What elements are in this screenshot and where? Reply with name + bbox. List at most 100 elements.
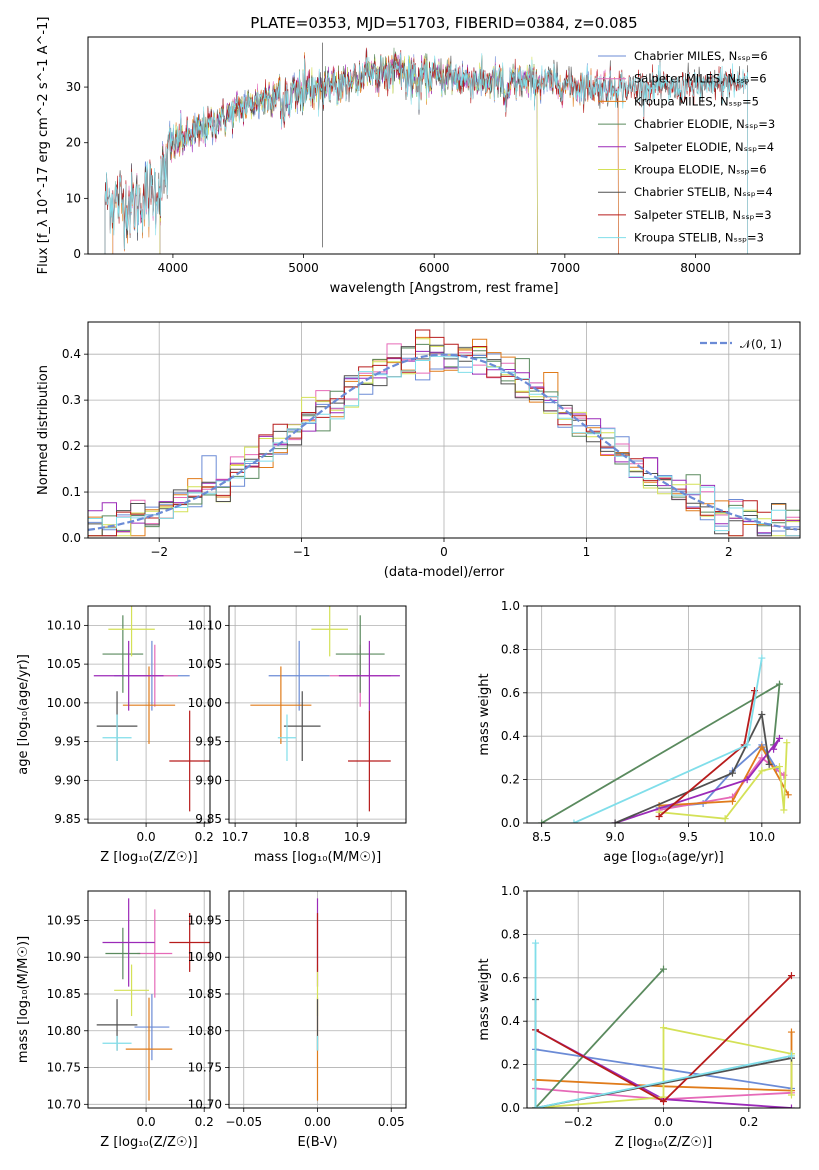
legend: Chabrier MILES, Nₛₛₚ=6 Salpeter MILES, Nₛ…: [598, 49, 775, 245]
mass-weight-marker: [765, 760, 773, 768]
error-bar-point: [348, 710, 391, 812]
y-axis-label: Flux [f_λ 10^-17 erg cm^-2 s^-1 A^-1]: [36, 17, 51, 275]
y-tick-label: 1.0: [501, 884, 520, 898]
x-tick-label: −1: [293, 545, 311, 559]
x-tick-label: −0.05: [225, 1115, 262, 1129]
x-axis-label: Z [log₁₀(Z/Z☉)]: [100, 850, 197, 865]
y-tick-label: 0.2: [501, 1058, 520, 1072]
x-axis-label: age [log₁₀(age/yr)]: [603, 850, 724, 865]
x-tick-label: 0.2: [195, 830, 214, 844]
axes-frame: [228, 605, 407, 824]
y-tick-label: 10.85: [47, 987, 81, 1001]
axes-frame: [87, 321, 801, 539]
x-tick-label: 9.5: [679, 830, 698, 844]
x-tick-label: 0.0: [137, 1115, 156, 1129]
x-axis-label: wavelength [Angstrom, rest frame]: [330, 281, 559, 296]
y-axis-label: age [log₁₀(age/yr)]: [16, 654, 31, 775]
y-tick-label: 0.0: [62, 531, 81, 545]
legend-entry: Salpeter MILES, Nₛₛₚ=6: [634, 72, 767, 86]
error-bar-point: [102, 1035, 132, 1051]
x-axis-label: Z [log₁₀(Z/Z☉)]: [100, 1135, 197, 1150]
error-bar-point: [268, 640, 330, 711]
mass-weight-marker: [611, 819, 619, 823]
x-tick-label: 0.00: [304, 1115, 331, 1129]
error-bar-point: [338, 640, 400, 711]
y-tick-label: 0.2: [62, 439, 81, 453]
y-axis-label: Normed distribution: [36, 365, 51, 495]
error-bar-point: [122, 666, 176, 744]
error-bar-point: [169, 913, 210, 972]
y-tick-label: 9.95: [54, 735, 81, 749]
y-tick-label: 0.0: [501, 1101, 520, 1115]
x-tick-label: 0.05: [378, 1115, 405, 1129]
y-axis-label: mass weight: [477, 958, 492, 1040]
x-tick-label: 0.0: [654, 1115, 673, 1129]
mass-weight-marker: [775, 734, 783, 742]
legend-entry: Chabrier MILES, Nₛₛₚ=6: [634, 49, 768, 63]
mass-weight-marker: [775, 680, 783, 688]
plot-area: [532, 939, 795, 1108]
legend-entry: Salpeter ELODIE, Nₛₛₚ=4: [634, 140, 774, 154]
y-tick-label: 0.8: [501, 642, 520, 656]
x-axis-label: (data-model)/error: [384, 565, 505, 580]
y-tick-label: 9.85: [195, 812, 222, 826]
x-axis-label: Z [log₁₀(Z/Z☉)]: [615, 1135, 712, 1150]
x-tick-label: 2: [725, 545, 733, 559]
axes-frame: [228, 890, 407, 1109]
mass-weight-marker: [743, 776, 751, 784]
mass-weight-marker: [721, 815, 729, 823]
error-bar-point: [250, 666, 312, 744]
mass-weight-marker: [784, 791, 792, 799]
axes-frame: [526, 890, 801, 1109]
y-tick-label: 10.00: [188, 696, 222, 710]
x-tick-label: 10.7: [222, 830, 249, 844]
y-tick-label: 20: [66, 136, 81, 150]
y-tick-label: 9.85: [54, 812, 81, 826]
mass-weight-marker: [787, 1052, 795, 1060]
mass-weight-marker: [538, 819, 546, 823]
x-tick-label: 1: [583, 545, 591, 559]
mass-weight-marker: [660, 1097, 667, 1105]
x-tick-label: 8.5: [532, 830, 551, 844]
y-tick-label: 10.85: [188, 987, 222, 1001]
mass-weight-marker: [787, 1104, 795, 1108]
normal-curve: [88, 353, 798, 531]
x-tick-label: 6000: [419, 261, 450, 275]
y-tick-label: 0: [73, 247, 81, 261]
x-tick-label: 4000: [158, 261, 189, 275]
plot-area: [538, 654, 792, 823]
x-axis-label: mass [log₁₀(M/M☉)]: [254, 850, 381, 865]
y-tick-label: 1.0: [501, 599, 520, 613]
error-bar-point: [102, 898, 155, 987]
y-tick-label: 10.70: [47, 1097, 81, 1111]
plot-area: [88, 329, 800, 538]
x-tick-label: 0: [440, 545, 448, 559]
x-tick-label: 10.9: [344, 830, 371, 844]
y-axis-label: mass weight: [477, 673, 492, 755]
x-tick-label: 10.0: [748, 830, 775, 844]
plot-area: [96, 898, 210, 1101]
axes-frame: [87, 605, 211, 824]
plot-area: [93, 606, 210, 812]
y-tick-label: 0.6: [501, 971, 520, 985]
y-tick-label: 10.95: [47, 913, 81, 927]
y-tick-label: 10.80: [47, 1024, 81, 1038]
error-bar-point: [169, 710, 210, 812]
x-tick-label: 8000: [680, 261, 711, 275]
panel-2: −2 −1 0 1 2 0.0 0.1 0.2 0.3 0.4 (data-model)/error…: [36, 321, 801, 580]
plot-area: [104, 42, 748, 254]
y-tick-label: 9.90: [54, 773, 81, 787]
y-tick-label: 10.10: [188, 618, 222, 632]
y-tick-label: 0.2: [501, 773, 520, 787]
error-bar-point: [283, 691, 321, 761]
y-tick-label: 0.6: [501, 686, 520, 700]
mass-weight-line-4: [541, 682, 781, 823]
histogram-9: [88, 355, 800, 538]
error-bar-point: [311, 606, 349, 657]
panel-3: 0.0 0.2 9.85 9.90 9.95 10.00 10.05 10.10 Z [log₁…: [16, 605, 214, 865]
grid-lines: [229, 606, 406, 823]
y-tick-label: 10: [66, 191, 81, 205]
y-tick-label: 10.95: [188, 913, 222, 927]
x-tick-label: 5000: [288, 261, 319, 275]
